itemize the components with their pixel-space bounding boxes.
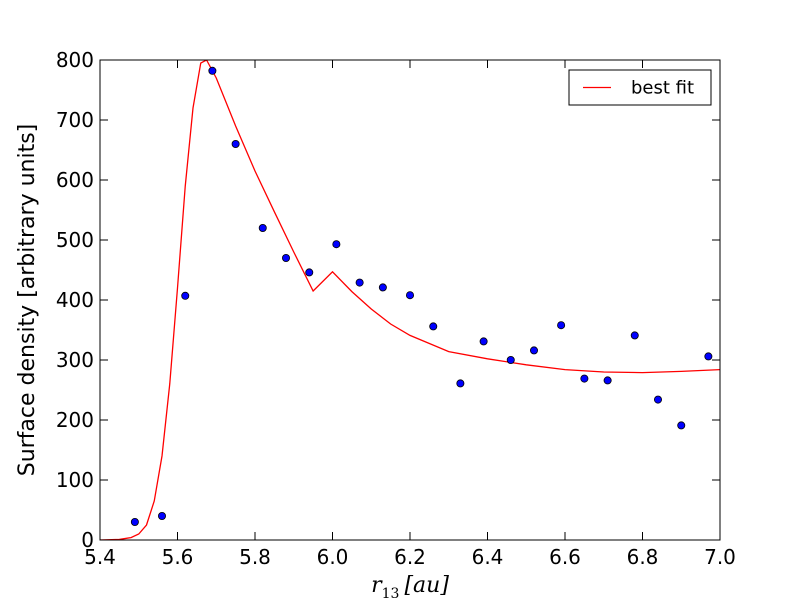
data-point [378,283,387,292]
data-point [677,421,686,430]
plot-area [100,60,720,540]
x-tick-label: 6.6 [549,545,581,569]
x-axis-label-subscript: 13 [382,586,400,600]
data-point [630,331,639,340]
y-axis-label: Surface density [arbitrary units] [15,124,40,477]
data-point [208,66,217,75]
x-axis-label-unit: [au] [404,573,449,598]
data-point [429,322,438,331]
x-tick-label: 6.4 [472,545,504,569]
data-point [405,291,414,300]
legend-label-best-fit: best fit [631,78,694,99]
x-tick-label: 5.6 [162,545,194,569]
y-tick-label: 700 [56,108,94,132]
y-tick-label: 800 [56,48,94,72]
data-point [181,291,190,300]
data-point [355,278,364,287]
data-point [130,518,139,527]
y-tick-label: 200 [56,408,94,432]
data-point [580,374,589,383]
data-point [557,321,566,330]
data-point [506,355,515,364]
y-tick-label: 300 [56,348,94,372]
data-point [603,376,612,385]
data-point [704,352,713,361]
data-point [281,253,290,262]
x-tick-label: 7.0 [704,545,736,569]
data-point [530,346,539,355]
x-tick-label: 5.8 [239,545,271,569]
y-tick-label: 100 [56,468,94,492]
series-line-best-fit [100,60,720,540]
data-point [231,139,240,148]
data-point [654,395,663,404]
x-axis-label-main: r [371,573,383,598]
axes-frame [99,59,721,541]
data-point [456,379,465,388]
x-tick-label: 6.2 [394,545,426,569]
x-tick-label: 6.8 [627,545,659,569]
data-point [258,223,267,232]
axis-ticks: 5.4 5.6 5.8 6.0 6.2 6.4 6.6 6.8 7.0 0 100 200 300 400… [56,48,736,569]
x-axis-label: r13 [au] [371,573,449,600]
y-tick-label: 400 [56,288,94,312]
data-point [305,268,314,277]
y-tick-label: 0 [81,528,94,552]
legend: best fit [568,69,712,106]
y-tick-label: 500 [56,228,94,252]
data-point [157,512,166,521]
data-point [479,337,488,346]
data-point [332,240,341,249]
y-tick-label: 600 [56,168,94,192]
x-tick-label: 6.0 [317,545,349,569]
x-tick-label: 5.4 [84,545,116,569]
